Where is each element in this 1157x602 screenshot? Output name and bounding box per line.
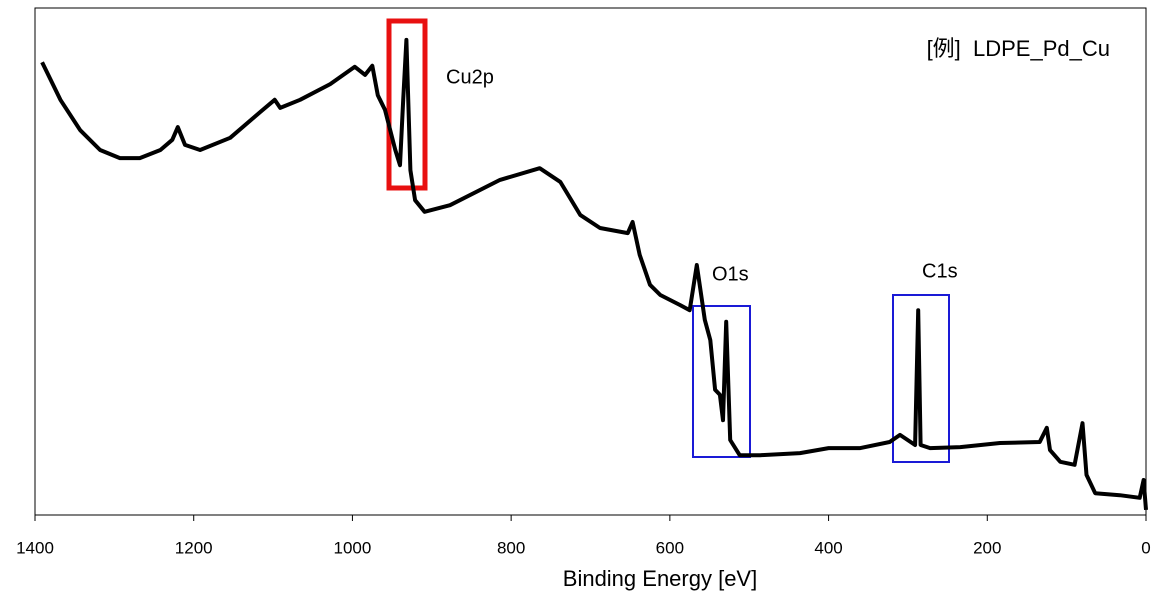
x-tick-label: 400	[814, 538, 842, 557]
spectrum-line	[40, 37, 1148, 511]
x-tick-label: 1200	[175, 538, 213, 557]
x-tick-label: 800	[497, 538, 525, 557]
x-tick-label: 1400	[16, 538, 54, 557]
plot-frame	[34, 7, 1147, 516]
x-axis-label: Binding Energy [eV]	[563, 566, 757, 591]
x-tick-label: 0	[1141, 538, 1150, 557]
annotation: Cu2p	[446, 66, 494, 88]
highlight-box	[386, 18, 428, 191]
x-tick-label: 600	[656, 538, 684, 557]
highlight-box	[692, 305, 751, 458]
highlight-box	[892, 294, 950, 463]
annotation: O1s	[712, 263, 749, 285]
legend-label: [例] LDPE_Pd_Cu	[927, 36, 1110, 61]
annotation: C1s	[922, 260, 958, 282]
x-tick-label: 200	[973, 538, 1001, 557]
x-tick-label: 1000	[334, 538, 372, 557]
